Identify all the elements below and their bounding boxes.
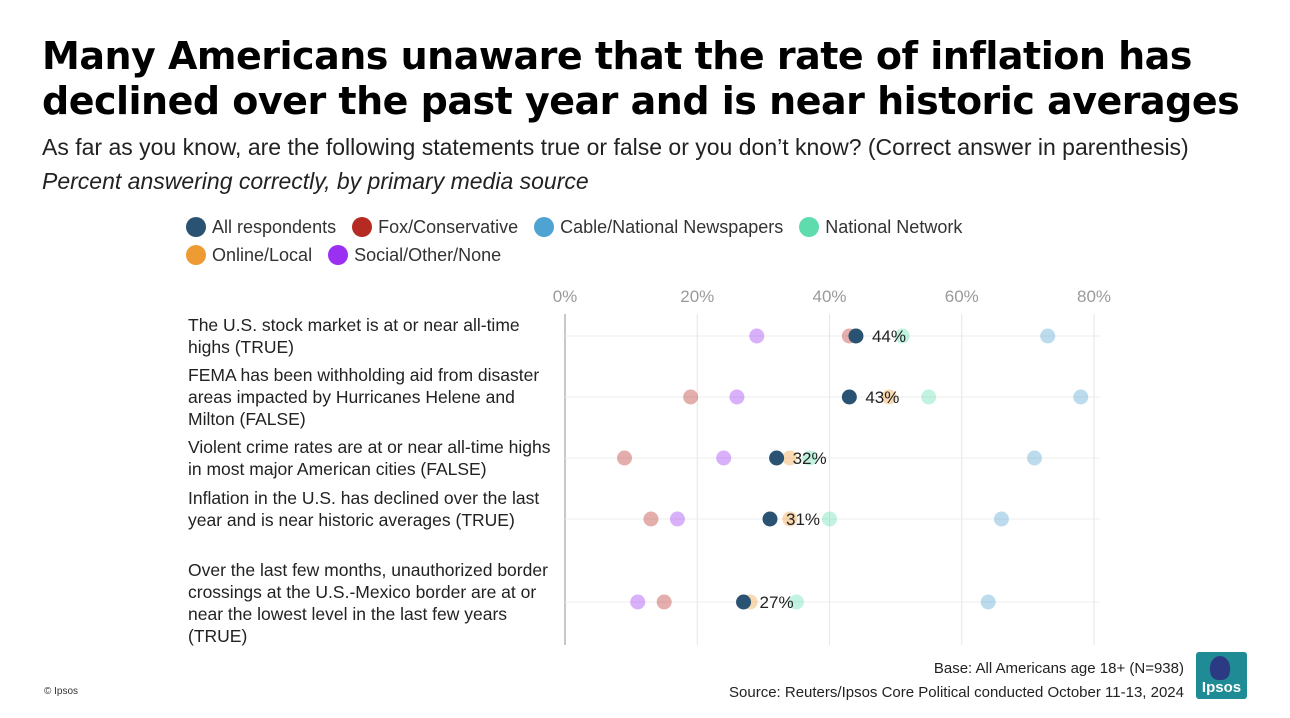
dot-all-respondents	[736, 594, 752, 610]
data-label: 32%	[793, 449, 827, 468]
legend-label: All respondents	[212, 217, 337, 237]
row-label-fema: FEMA has been withholding aid from disas…	[188, 365, 540, 429]
legend-label: Cable/National Newspapers	[560, 217, 784, 237]
row-label-violent-crime: Violent crime rates are at or near all-t…	[188, 437, 551, 479]
dot-national-network	[894, 328, 910, 344]
dot-national-network	[822, 511, 837, 527]
legend-label: National Network	[825, 217, 963, 237]
base-note: Base: All Americans age 18+ (N=938)	[933, 660, 1184, 677]
dot-cable-national-newspapers	[993, 511, 1009, 527]
data-label: 44%	[872, 327, 906, 346]
legend-item: Online/Local	[186, 244, 312, 266]
x-tick-label: 20%	[680, 287, 714, 306]
legend-swatch	[186, 217, 206, 237]
logo-mark-icon	[1210, 656, 1230, 680]
chart-title: Many Americans unaware that the rate of …	[42, 34, 1240, 123]
legend-item: Fox/Conservative	[352, 216, 518, 238]
dot-national-network	[921, 389, 937, 405]
dot-national-network	[788, 594, 804, 610]
dot-social-other-none	[729, 389, 745, 405]
legend-swatch	[352, 217, 373, 237]
legend-swatch	[534, 217, 555, 237]
row-label-inflation: Inflation in the U.S. has declined over …	[188, 488, 540, 530]
logo-text: Ipsos	[1201, 679, 1242, 696]
chart-subtitle: As far as you know, are the following st…	[42, 134, 1189, 160]
legend-swatch	[186, 245, 206, 265]
chart-subtitle-italic: Percent answering correctly, by primary …	[42, 168, 589, 194]
dot-cable-national-newspapers	[1026, 450, 1042, 466]
dot-fox-conservative	[683, 389, 699, 405]
legend-label: Fox/Conservative	[378, 217, 519, 237]
data-label: 27%	[760, 593, 794, 612]
data-label: 31%	[786, 510, 820, 529]
row-label-border-crossings: Over the last few months, unauthorized b…	[188, 560, 548, 646]
dot-online-local	[881, 389, 897, 405]
x-tick-label: 60%	[945, 287, 979, 306]
x-tick-label: 80%	[1077, 287, 1111, 306]
dot-cable-national-newspapers	[1073, 389, 1089, 405]
dot-cable-national-newspapers	[980, 594, 996, 610]
x-tick-label: 40%	[812, 287, 846, 306]
dot-all-respondents	[769, 450, 785, 466]
legend-swatch	[328, 245, 349, 265]
dot-social-other-none	[669, 511, 685, 527]
data-label: 43%	[865, 388, 899, 407]
legend-item: National Network	[799, 216, 962, 238]
dot-social-other-none	[630, 594, 646, 610]
legend-row-break: Online/Local Social/Other/None	[186, 244, 1006, 266]
dot-fox-conservative	[656, 594, 672, 610]
x-tick-label: 0%	[553, 287, 578, 306]
dot-social-other-none	[749, 328, 765, 344]
dot-all-respondents	[762, 511, 778, 527]
legend-item: All respondents	[186, 216, 336, 238]
legend-item: Social/Other/None	[328, 244, 501, 266]
copyright: © Ipsos	[44, 686, 79, 697]
dot-national-network	[802, 450, 818, 466]
legend: All respondents Fox/Conservative Cable/N…	[186, 216, 1006, 266]
legend-swatch	[799, 217, 820, 237]
legend-label: Social/Other/None	[354, 245, 502, 265]
dot-all-respondents	[841, 389, 857, 405]
source-note: Source: Reuters/Ipsos Core Political con…	[729, 684, 1184, 701]
dot-fox-conservative	[643, 511, 659, 527]
dot-cable-national-newspapers	[1040, 328, 1056, 344]
dot-fox-conservative	[617, 450, 633, 466]
legend-item: Cable/National Newspapers	[534, 216, 783, 238]
dot-online-local	[782, 511, 798, 527]
dot-online-local	[782, 450, 798, 466]
row-label-stock-market: The U.S. stock market is at or near all-…	[188, 315, 520, 357]
dot-social-other-none	[716, 450, 732, 466]
legend-label: Online/Local	[212, 245, 313, 265]
ipsos-logo: Ipsos	[1196, 652, 1247, 699]
dot-all-respondents	[848, 328, 864, 344]
